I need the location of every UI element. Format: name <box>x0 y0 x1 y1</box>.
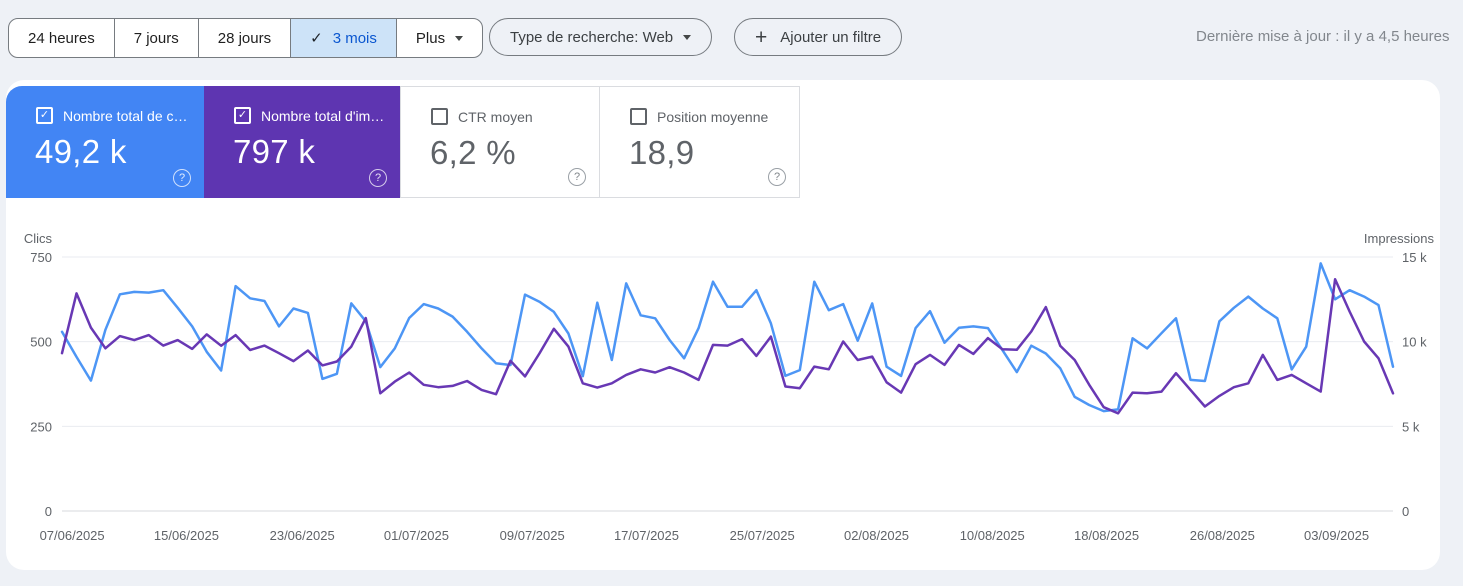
last-updated-text: Dernière mise à jour : il y a 4,5 heures <box>1196 28 1450 45</box>
date-range-24-heures-label: 24 heures <box>28 29 95 47</box>
metric-value: 49,2 k <box>35 133 127 170</box>
help-icon[interactable]: ? <box>768 168 786 186</box>
clics-line <box>60 262 1395 413</box>
x-axis-date-label: 25/07/2025 <box>730 528 795 543</box>
metric-label: Position moyenne <box>657 108 769 125</box>
x-axis-date-label: 03/09/2025 <box>1304 528 1369 543</box>
metric-label: Nombre total de c… <box>63 107 188 124</box>
metric-value: 6,2 % <box>430 134 516 171</box>
x-axis-date-label: 02/08/2025 <box>844 528 909 543</box>
date-range-more-button[interactable]: Plus <box>395 19 482 57</box>
metric-card-header: ✓ Nombre total de c… <box>36 107 204 124</box>
metric-label: CTR moyen <box>458 108 533 125</box>
date-range-selector: 24 heures 7 jours 28 jours ✓ 3 mois Plus <box>8 18 484 58</box>
checkbox-unchecked-icon[interactable] <box>630 108 647 125</box>
date-range-28-jours-label: 28 jours <box>217 29 272 47</box>
help-icon[interactable]: ? <box>173 169 191 187</box>
left-axis-tick: 0 <box>45 504 52 519</box>
metric-card-header: CTR moyen <box>431 108 599 125</box>
date-range-3-mois[interactable]: ✓ 3 mois <box>290 19 396 57</box>
metric-label: Nombre total d'im… <box>261 107 385 124</box>
right-axis-title: Impressions <box>1364 231 1435 246</box>
checkbox-checked-icon[interactable]: ✓ <box>234 107 251 124</box>
help-icon[interactable]: ? <box>369 169 387 187</box>
add-filter-label: Ajouter un filtre <box>780 28 882 46</box>
chevron-down-icon <box>683 34 692 40</box>
metric-card-header: ✓ Nombre total d'im… <box>234 107 400 124</box>
x-axis-date-label: 17/07/2025 <box>614 528 679 543</box>
x-axis-date-label: 10/08/2025 <box>960 528 1025 543</box>
date-range-3-mois-label: 3 mois <box>332 29 377 47</box>
x-axis-date-label: 18/08/2025 <box>1074 528 1139 543</box>
x-axis-date-label: 26/08/2025 <box>1190 528 1255 543</box>
impressions-line <box>60 277 1395 415</box>
metric-value: 797 k <box>233 133 316 170</box>
metric-card-average-position[interactable]: Position moyenne 18,9 ? <box>599 86 800 198</box>
search-type-label: Type de recherche: Web <box>510 28 674 46</box>
right-axis-tick: 0 <box>1402 504 1409 519</box>
search-type-dropdown[interactable]: Type de recherche: Web <box>489 18 713 56</box>
x-axis-date-label: 09/07/2025 <box>500 528 565 543</box>
plus-icon: + <box>755 25 768 49</box>
right-axis-tick: 5 k <box>1402 419 1420 434</box>
metric-card-average-ctr[interactable]: CTR moyen 6,2 % ? <box>400 86 600 198</box>
check-icon: ✓ <box>310 30 323 47</box>
right-axis-tick: 15 k <box>1402 250 1427 265</box>
left-axis-tick: 750 <box>30 250 52 265</box>
metric-card-total-clicks[interactable]: ✓ Nombre total de c… 49,2 k ? <box>6 86 204 198</box>
x-axis-date-label: 23/06/2025 <box>270 528 335 543</box>
date-range-28-jours[interactable]: 28 jours <box>197 19 290 57</box>
date-range-7-jours-label: 7 jours <box>133 29 179 47</box>
x-axis-date-label: 07/06/2025 <box>40 528 105 543</box>
add-filter-button[interactable]: + Ajouter un filtre <box>734 18 903 56</box>
date-range-7-jours[interactable]: 7 jours <box>113 19 198 57</box>
checkbox-unchecked-icon[interactable] <box>431 108 448 125</box>
date-range-24-heures[interactable]: 24 heures <box>9 19 114 57</box>
x-axis-date-label: 01/07/2025 <box>384 528 449 543</box>
chevron-down-icon <box>455 35 464 41</box>
metric-value: 18,9 <box>629 134 695 171</box>
help-icon[interactable]: ? <box>568 168 586 186</box>
left-axis-title: Clics <box>24 231 53 246</box>
metric-card-header: Position moyenne <box>630 108 799 125</box>
left-axis-tick: 250 <box>30 419 52 434</box>
right-axis-tick: 10 k <box>1402 335 1427 350</box>
x-axis-date-label: 15/06/2025 <box>154 528 219 543</box>
metric-card-total-impressions[interactable]: ✓ Nombre total d'im… 797 k ? <box>204 86 400 198</box>
date-range-more-label: Plus <box>415 29 446 47</box>
checkbox-checked-icon[interactable]: ✓ <box>36 107 53 124</box>
left-axis-tick: 500 <box>30 335 52 350</box>
